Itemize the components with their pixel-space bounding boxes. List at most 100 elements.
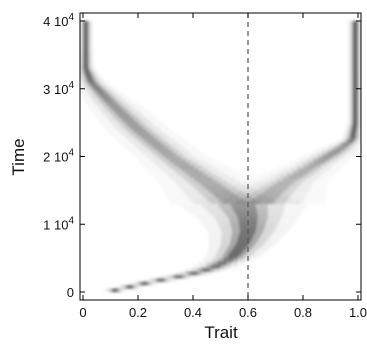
density-band xyxy=(353,20,357,25)
density-band xyxy=(227,254,238,259)
density-band xyxy=(177,165,195,169)
density-band xyxy=(234,208,257,213)
density-band xyxy=(236,241,250,246)
density-band xyxy=(84,59,88,64)
density-band xyxy=(230,203,256,208)
y-tick-label: 3 104 xyxy=(43,80,74,97)
x-tick-label: 0.4 xyxy=(184,305,202,320)
density-band xyxy=(190,271,198,276)
density-band xyxy=(352,127,356,132)
density-band xyxy=(237,214,258,219)
x-tick-label: 0.8 xyxy=(294,305,312,320)
density-band xyxy=(127,122,140,127)
density-band xyxy=(130,125,143,130)
density-band xyxy=(353,44,357,49)
density-band xyxy=(233,246,246,251)
x-axis-label: Trait xyxy=(204,323,238,342)
density-band xyxy=(84,32,88,37)
density-band xyxy=(264,188,285,193)
x-axis: 0 0.2 0.4 0.6 0.8 1.0 xyxy=(79,13,367,320)
density-band xyxy=(353,110,357,115)
density-band xyxy=(342,142,349,147)
density-band xyxy=(133,129,147,133)
density-band xyxy=(158,150,173,154)
density-band xyxy=(353,89,357,94)
density-band xyxy=(202,268,211,272)
density-band xyxy=(84,65,88,69)
density-band xyxy=(232,206,256,210)
density-band xyxy=(84,38,88,43)
x-tick-label: 0.2 xyxy=(129,305,147,320)
density-band xyxy=(260,191,282,196)
density-band xyxy=(217,261,227,266)
density-band xyxy=(351,130,356,135)
density-band xyxy=(303,165,316,170)
density-band xyxy=(89,81,96,86)
density-band xyxy=(353,113,357,118)
density-band xyxy=(84,26,88,31)
y-tick-label: 4 104 xyxy=(43,12,74,29)
density-band xyxy=(353,23,357,28)
density-band xyxy=(235,211,258,216)
density-band xyxy=(231,249,243,254)
density-band xyxy=(151,144,165,148)
density-band xyxy=(353,92,357,97)
density-band xyxy=(115,110,127,115)
density-band xyxy=(353,29,357,34)
density-band xyxy=(169,159,185,163)
density-band xyxy=(84,35,88,40)
density-band xyxy=(353,80,357,85)
density-band xyxy=(353,62,357,67)
density-band xyxy=(293,171,308,176)
y-tick-label: 2 104 xyxy=(43,148,74,165)
density-band xyxy=(84,23,88,28)
density-band xyxy=(347,139,353,144)
density-band xyxy=(353,122,357,126)
density-band xyxy=(157,278,164,283)
density-band xyxy=(84,67,89,72)
x-tick-label: 1.0 xyxy=(349,305,367,320)
density-band xyxy=(141,281,148,286)
density-band xyxy=(137,132,150,136)
density-band xyxy=(288,174,303,179)
density-band xyxy=(94,87,102,92)
density-band xyxy=(87,76,93,80)
density-band xyxy=(112,107,124,112)
density-band xyxy=(282,177,299,182)
density-band xyxy=(162,153,177,157)
density-band xyxy=(86,73,91,78)
density-band xyxy=(353,68,357,73)
density-band xyxy=(155,147,169,151)
density-band xyxy=(185,171,204,175)
density-band xyxy=(332,149,341,153)
density-band xyxy=(238,235,253,240)
y-axis: 0 1 104 2 104 3 104 4 104 xyxy=(43,12,361,300)
density-band xyxy=(337,146,345,150)
density-band xyxy=(144,138,158,142)
density-band xyxy=(84,53,88,58)
density-band xyxy=(99,93,108,97)
density-band xyxy=(353,35,357,40)
density-band xyxy=(353,56,357,61)
density-band xyxy=(353,119,357,124)
density-band xyxy=(223,257,234,262)
density-band xyxy=(112,288,118,293)
density-band xyxy=(215,194,239,199)
density-band xyxy=(197,180,218,184)
density-band xyxy=(353,50,357,55)
density-band xyxy=(308,162,321,167)
density-band xyxy=(252,197,277,202)
density-branch-right xyxy=(218,20,361,205)
density-band xyxy=(229,252,241,256)
density-band xyxy=(118,113,130,118)
density-band xyxy=(84,44,88,49)
density-band xyxy=(256,194,279,199)
density-band xyxy=(121,116,134,121)
density-band xyxy=(239,225,257,229)
density-band xyxy=(353,95,357,100)
y-axis-label: Time xyxy=(9,138,28,175)
density-band xyxy=(88,78,94,83)
density-band xyxy=(353,65,357,70)
density-band xyxy=(353,107,357,112)
